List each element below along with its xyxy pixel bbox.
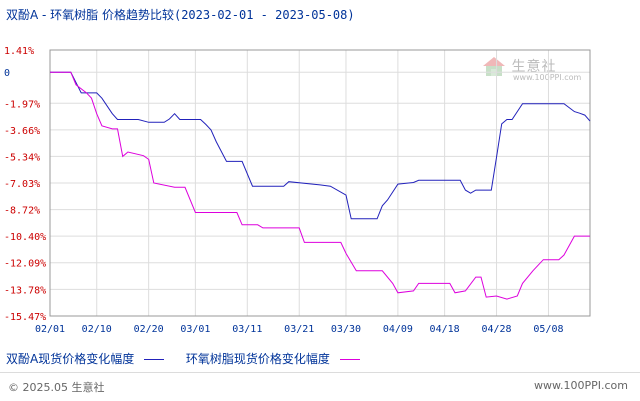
y-tick-label: -8.72% bbox=[4, 206, 40, 217]
watermark-url: www.100PPI.com bbox=[513, 73, 582, 82]
chart-title: 双酚A - 环氧树脂 价格趋势比较(2023-02-01 - 2023-05-0… bbox=[6, 6, 355, 23]
legend-swatch-series-1 bbox=[144, 359, 165, 360]
footer-bar: © 2025.05 生意社 www.100PPI.com bbox=[0, 372, 640, 401]
chart-date-range: (2023-02-01 - 2023-05-08) bbox=[173, 8, 355, 22]
x-tick-label: 03/21 bbox=[284, 324, 314, 335]
y-tick-label: -13.78% bbox=[4, 285, 46, 296]
chart-title-text: 双酚A - 环氧树脂 价格趋势比较 bbox=[6, 8, 174, 22]
y-tick-label: -7.03% bbox=[4, 179, 40, 190]
x-axis-ticks: 02/01 02/10 02/20 03/01 03/11 03/21 03/30 04/09… bbox=[35, 324, 564, 335]
chart-series bbox=[50, 71, 591, 300]
x-tick-label: 02/10 bbox=[82, 324, 112, 335]
plot-frame bbox=[49, 49, 591, 317]
chart-grid bbox=[49, 49, 590, 317]
y-tick-label: -12.09% bbox=[4, 259, 46, 270]
legend-item-series-1: 双酚A现货价格变化幅度 bbox=[6, 350, 165, 367]
series-line-1 bbox=[50, 71, 591, 220]
y-axis-ticks: 1.41% 0 -1.97% -3.66% -5.34% -7.03% -8.72% -10.… bbox=[4, 46, 46, 323]
x-tick-label: 03/30 bbox=[331, 324, 361, 335]
chart-legend: 双酚A现货价格变化幅度 环氧树脂现货价格变化幅度 bbox=[6, 350, 378, 367]
y-tick-label: -10.40% bbox=[4, 232, 46, 243]
y-tick-label: 1.41% bbox=[4, 46, 34, 57]
y-tick-label: -3.66% bbox=[4, 126, 40, 137]
legend-swatch-series-2 bbox=[339, 359, 360, 360]
y-tick-label: -15.47% bbox=[4, 312, 46, 323]
series-line-2 bbox=[50, 71, 590, 300]
y-tick-label: -5.34% bbox=[4, 152, 40, 163]
footer-copyright: © 2025.05 生意社 bbox=[8, 381, 105, 394]
x-tick-label: 02/20 bbox=[134, 324, 164, 335]
x-tick-label: 03/11 bbox=[232, 324, 262, 335]
legend-item-series-2: 环氧树脂现货价格变化幅度 bbox=[186, 350, 360, 367]
y-tick-label: -1.97% bbox=[4, 99, 40, 110]
x-tick-label: 04/09 bbox=[383, 324, 413, 335]
footer-site-link[interactable]: www.100PPI.com bbox=[534, 379, 628, 392]
legend-label-series-2: 环氧树脂现货价格变化幅度 bbox=[185, 352, 330, 366]
x-tick-label: 04/28 bbox=[481, 324, 511, 335]
watermark-logo: 生意社 www.100PPI.com bbox=[481, 56, 581, 82]
y-tick-label: 0 bbox=[4, 68, 10, 79]
x-tick-label: 05/08 bbox=[533, 324, 563, 335]
legend-label-series-1: 双酚A现货价格变化幅度 bbox=[6, 352, 135, 366]
x-tick-label: 04/18 bbox=[430, 324, 460, 335]
x-tick-label: 03/01 bbox=[180, 324, 210, 335]
watermark-brand: 生意社 bbox=[511, 59, 557, 75]
x-tick-label: 02/01 bbox=[35, 324, 65, 335]
